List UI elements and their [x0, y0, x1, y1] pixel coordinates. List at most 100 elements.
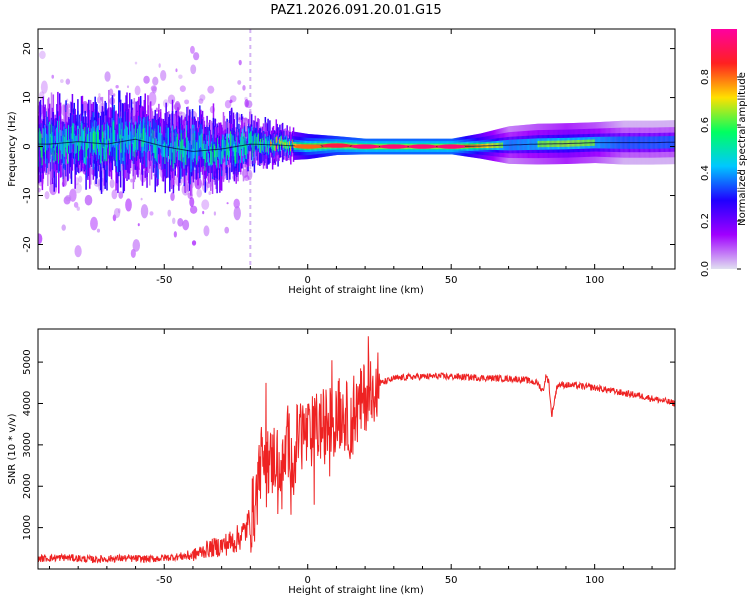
spectrogram-ridge-cell	[292, 141, 295, 148]
spectrogram-noise-blob	[190, 64, 197, 75]
spectrogram-noise-blob	[190, 45, 195, 54]
spectrogram-axes: -50 0 50 100 -20 -10 0 10 20	[22, 29, 675, 286]
spectrogram-noise-blob	[137, 223, 140, 227]
spectrogram-noise-blob	[40, 80, 48, 94]
spectrogram-ridge-cell	[38, 142, 40, 157]
spectrogram-ridge-cell	[199, 134, 202, 147]
spectrogram-noise-blob	[233, 206, 241, 221]
spectrogram-ridge-cell	[275, 137, 278, 144]
spectrogram-ridge-cell	[69, 128, 72, 152]
spectrogram-ridge-cell	[245, 141, 247, 155]
spectrogram-noise-blob	[76, 206, 80, 211]
spectrogram-ridge-cell	[240, 133, 243, 150]
spectrogram-ridge-cell	[178, 146, 180, 161]
spectrogram-ridge-cell	[182, 138, 185, 158]
spectrogram-noise-blob	[84, 194, 93, 206]
spectrogram-ridge-cell	[152, 138, 155, 153]
spectrogram-noise-blob	[201, 199, 210, 210]
spectrogram-ridge-cell	[257, 134, 259, 149]
spectrogram-noise-blob	[238, 118, 241, 123]
spectrogram-ridge-cell	[158, 125, 160, 148]
snr-y-tick-label: 2000	[22, 474, 33, 499]
spectrogram-ridge-cell	[123, 137, 126, 157]
spectrogram-ridge-cell	[208, 153, 210, 166]
spectrogram-ridge-cell	[86, 143, 88, 158]
spectrogram-ridge-cell	[110, 132, 113, 157]
spectrogram-ridge-cell	[160, 135, 163, 154]
spectrogram-ridge-cell	[260, 142, 263, 154]
spectrogram-ridge-cell	[187, 137, 189, 150]
snr-y-tick-label: 1000	[22, 515, 33, 540]
spectrogram-ridge-cell	[218, 144, 220, 159]
spectrogram-ridge-cell	[163, 140, 166, 157]
spectrogram-ridge-cell	[65, 128, 67, 148]
spectrogram-ridge-cell	[233, 144, 236, 157]
spectrogram-noise-blob	[149, 211, 154, 216]
colorbar-scale	[711, 29, 737, 269]
spectrogram-ridge-cell	[252, 134, 255, 151]
spectrogram-ridge-cell	[269, 135, 271, 148]
spectrogram-noise-blob	[179, 85, 186, 93]
spectrogram-ridge-peak	[379, 144, 408, 149]
spectrogram-ridge-cell	[87, 134, 89, 150]
spectrogram-ridge-peak	[351, 144, 380, 149]
spectrogram-ridge-cell	[40, 133, 43, 158]
spectrogram-ridge-cell	[77, 128, 79, 143]
spectrogram-ridge-cell	[288, 145, 290, 151]
spectrogram-noise-blob	[243, 175, 250, 182]
spectrogram-ridge-cell	[284, 142, 287, 146]
spectrogram-ridge-cell	[185, 148, 187, 165]
spectrogram-ridge-cell	[106, 139, 108, 162]
spectrogram-ridge-cell	[216, 149, 218, 168]
spectrogram-ridge-cell	[215, 150, 217, 166]
spectrogram-ridge-cell	[242, 144, 245, 156]
spectrogram-ridge-cell	[151, 129, 154, 145]
spectrogram-noise-blob	[39, 50, 46, 60]
spectrogram-ridge-cell	[155, 138, 157, 159]
spectrogram-ridge-cell	[62, 144, 65, 165]
spectrogram-ridge-cell	[127, 127, 129, 150]
spectrogram-noise-blob	[198, 98, 204, 104]
spectrogram-noise-blob	[143, 75, 150, 84]
spectrogram-ridge-cell	[170, 142, 173, 160]
spectrogram-ridge-cell	[172, 148, 175, 169]
spectrogram-ridge-cell	[43, 129, 45, 149]
colorbar-tick-label: 0.8	[700, 69, 711, 85]
spectrogram-ridge-cell	[76, 135, 78, 154]
spectrogram-ridge-cell	[134, 137, 136, 158]
spectrogram-x-tick-label: 100	[585, 275, 604, 286]
spectrogram-noise-blob	[134, 85, 141, 96]
spectrogram-ridge-cell	[78, 141, 80, 161]
spectrogram-ridge-cell	[117, 144, 119, 162]
spectrogram-ridge-cell	[243, 133, 246, 148]
spectrogram-ridge-cell	[55, 144, 57, 161]
spectrogram-ridge-cell	[168, 127, 170, 146]
spectrogram-ridge-cell	[205, 144, 207, 163]
spectrogram-ridge-peak	[437, 144, 466, 149]
spectrogram-ridge-cell	[222, 137, 225, 157]
spectrogram-ridge-cell	[174, 141, 177, 164]
spectrogram-noise-blob	[178, 74, 183, 79]
spectrogram-ridge-cell	[192, 148, 195, 163]
spectrogram-ridge-cell	[44, 127, 46, 150]
spectrogram-ridge-cell	[247, 143, 249, 154]
spectrogram-ridge-cell	[108, 125, 110, 141]
spectrogram-ridge-cell	[68, 125, 70, 146]
spectrogram-ridge-cell	[280, 140, 282, 147]
spectrogram-ridge-cell	[71, 125, 74, 139]
spectrogram-noise-blob	[208, 191, 212, 196]
spectrogram-ridge-cell	[236, 137, 238, 153]
spectrogram-ridge-cell	[129, 138, 132, 153]
spectrogram-frame	[37, 28, 676, 270]
spectrogram-ridge-cell	[167, 137, 169, 153]
spectrogram-noise-blob	[65, 194, 72, 202]
spectrogram-ridge-cell	[181, 139, 184, 163]
spectrogram-noise-blob	[38, 187, 41, 193]
spectrogram-ridge-cell	[99, 142, 102, 164]
spectrogram-x-tick-label: 0	[305, 275, 311, 286]
spectrogram-ridge-cell	[78, 128, 81, 151]
spectrogram-ridge-cell	[175, 131, 177, 146]
spectrogram-ridge-cell	[279, 138, 281, 144]
spectrogram-ridge-cell	[116, 146, 118, 162]
colorbar-tick-label: 0.2	[700, 213, 711, 229]
